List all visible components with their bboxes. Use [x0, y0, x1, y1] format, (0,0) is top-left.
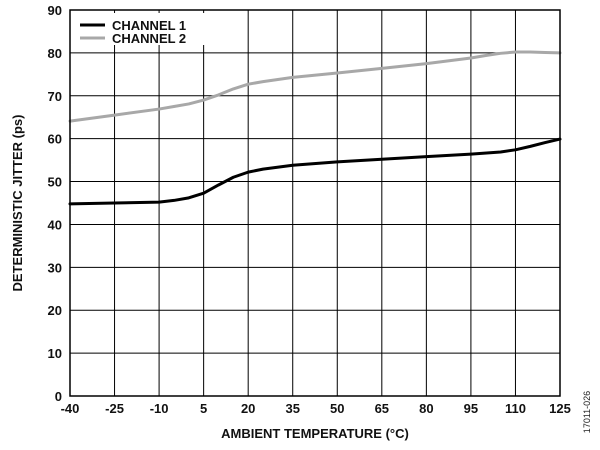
- x-tick-label: 125: [549, 401, 571, 416]
- x-tick-label: 65: [375, 401, 389, 416]
- x-tick-label: -40: [61, 401, 80, 416]
- x-axis-title: AMBIENT TEMPERATURE (°C): [221, 426, 409, 441]
- y-tick-label: 80: [48, 46, 62, 61]
- x-tick-labels: -40 -25 -10 5 20 35 50 65 80 95 110 125: [61, 401, 571, 416]
- y-tick-label: 0: [55, 389, 62, 404]
- x-tick-label: 95: [464, 401, 478, 416]
- y-tick-labels: 0 10 20 30 40 50 60 70 80 90: [48, 3, 62, 404]
- x-tick-label: -10: [150, 401, 169, 416]
- x-tick-label: 80: [419, 401, 433, 416]
- y-axis-title: DETERMINISTIC JITTER (ps): [10, 115, 25, 292]
- legend-label-channel-1: CHANNEL 1: [112, 18, 186, 33]
- x-tick-label: 110: [505, 401, 526, 416]
- legend: CHANNEL 1 CHANNEL 2: [74, 13, 208, 46]
- series-line-channel-1: [68, 137, 562, 206]
- legend-background: [74, 13, 208, 45]
- y-tick-label: 90: [48, 3, 62, 18]
- y-tick-label: 50: [48, 175, 62, 190]
- x-tick-label: -25: [105, 401, 124, 416]
- x-tick-label: 5: [200, 401, 207, 416]
- legend-label-channel-2: CHANNEL 2: [112, 31, 186, 46]
- y-tick-label: 30: [48, 260, 62, 275]
- x-tick-label: 35: [285, 401, 299, 416]
- series-line-channel-2: [68, 50, 562, 123]
- y-tick-label: 70: [48, 89, 62, 104]
- plot-frame: [69, 9, 561, 397]
- x-tick-label: 20: [241, 401, 255, 416]
- series-lines: [68, 50, 562, 206]
- figure-id: 17011-026: [582, 391, 592, 433]
- y-tick-label: 60: [48, 132, 62, 147]
- y-tick-label: 40: [48, 217, 62, 232]
- x-tick-label: 50: [330, 401, 344, 416]
- y-tick-label: 20: [48, 303, 62, 318]
- y-tick-label: 10: [48, 346, 62, 361]
